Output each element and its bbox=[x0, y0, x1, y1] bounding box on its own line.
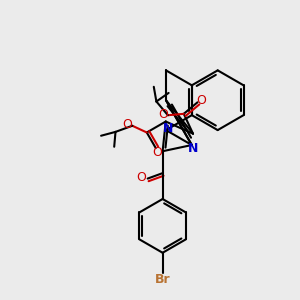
Text: N: N bbox=[188, 142, 198, 154]
Text: O: O bbox=[196, 94, 206, 107]
Text: N: N bbox=[163, 122, 173, 135]
Text: O: O bbox=[137, 171, 147, 184]
Text: O: O bbox=[152, 146, 162, 160]
Text: Br: Br bbox=[155, 273, 170, 286]
Text: O: O bbox=[158, 108, 168, 121]
Text: O: O bbox=[122, 118, 132, 131]
